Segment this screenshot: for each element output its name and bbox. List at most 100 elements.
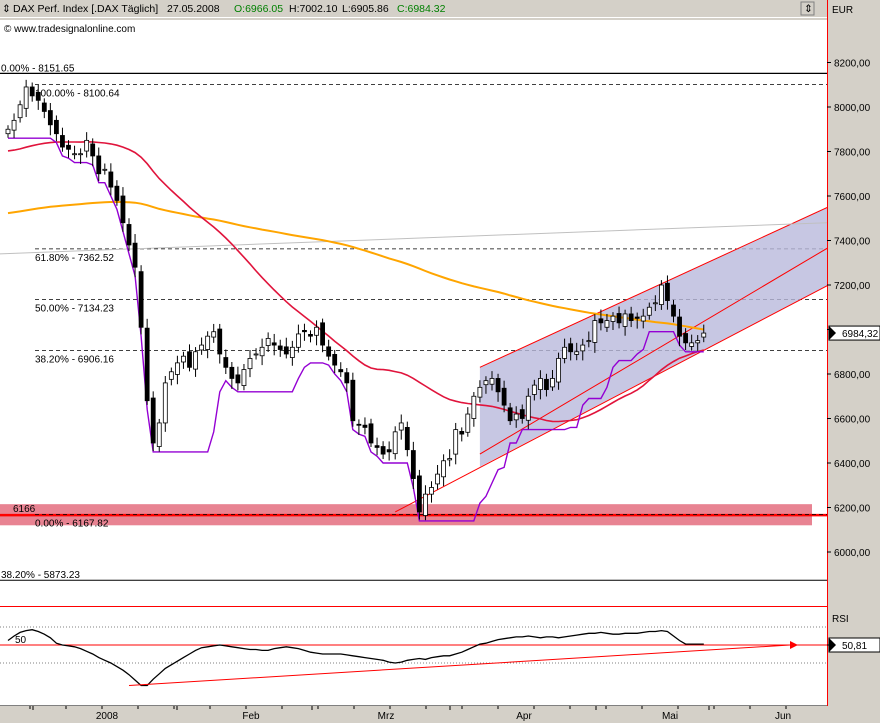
candle[interactable] — [550, 378, 555, 388]
candle[interactable] — [683, 333, 688, 344]
candle[interactable] — [126, 224, 132, 246]
candle[interactable] — [689, 342, 695, 347]
candle[interactable] — [295, 333, 301, 348]
candle[interactable] — [501, 387, 507, 406]
candle[interactable] — [223, 357, 229, 368]
candle[interactable] — [628, 313, 634, 321]
candle[interactable] — [574, 351, 580, 355]
candle[interactable] — [489, 378, 495, 385]
candle[interactable] — [29, 86, 35, 97]
candle[interactable] — [404, 426, 410, 451]
candle[interactable] — [47, 110, 53, 126]
candle[interactable] — [54, 119, 59, 135]
candle[interactable] — [144, 327, 150, 402]
candle[interactable] — [507, 407, 513, 422]
candle[interactable] — [11, 119, 17, 131]
candle[interactable] — [483, 380, 489, 386]
candle[interactable] — [556, 358, 561, 383]
candle[interactable] — [610, 315, 616, 322]
candle[interactable] — [544, 378, 549, 390]
candle[interactable] — [386, 449, 392, 453]
candle[interactable] — [17, 104, 23, 119]
candle[interactable] — [211, 331, 217, 338]
candle[interactable] — [60, 135, 65, 148]
candle[interactable] — [604, 320, 610, 328]
candle[interactable] — [695, 340, 701, 344]
candle[interactable] — [435, 473, 440, 485]
candle[interactable] — [429, 487, 434, 495]
candle[interactable] — [665, 282, 670, 301]
candle[interactable] — [156, 422, 162, 447]
candle[interactable] — [320, 322, 326, 346]
candle[interactable] — [162, 382, 168, 424]
candle[interactable] — [513, 413, 519, 421]
candle[interactable] — [265, 337, 271, 346]
candle[interactable] — [120, 195, 126, 224]
candle[interactable] — [671, 304, 676, 317]
candle[interactable] — [253, 353, 259, 356]
candle[interactable] — [205, 335, 211, 350]
candle[interactable] — [598, 318, 604, 324]
candle[interactable] — [241, 369, 247, 386]
candle[interactable] — [362, 424, 368, 428]
candle[interactable] — [181, 355, 186, 363]
candle[interactable] — [35, 91, 41, 101]
candle[interactable] — [568, 343, 574, 353]
candle[interactable] — [132, 242, 138, 268]
candle[interactable] — [72, 153, 77, 156]
candle[interactable] — [332, 354, 338, 366]
candle[interactable] — [562, 346, 567, 359]
candle[interactable] — [23, 86, 29, 109]
candle[interactable] — [271, 342, 277, 346]
candle[interactable] — [168, 371, 174, 380]
candle[interactable] — [326, 346, 332, 357]
candle[interactable] — [646, 306, 652, 316]
candle[interactable] — [453, 429, 459, 455]
candle[interactable] — [677, 316, 682, 337]
candle[interactable] — [380, 446, 386, 455]
candle[interactable] — [477, 386, 483, 398]
candle[interactable] — [84, 139, 90, 152]
candle[interactable] — [586, 340, 592, 343]
candle[interactable] — [187, 351, 192, 368]
candle[interactable] — [90, 143, 96, 157]
candle[interactable] — [5, 128, 11, 135]
candle[interactable] — [314, 326, 319, 336]
candle[interactable] — [114, 185, 120, 201]
candle[interactable] — [392, 431, 398, 455]
candle[interactable] — [66, 144, 71, 150]
candle[interactable] — [229, 366, 235, 379]
candle[interactable] — [495, 378, 501, 393]
candle[interactable] — [398, 422, 404, 431]
candle[interactable] — [283, 346, 289, 355]
dropdown-icon[interactable]: ⇕ — [2, 3, 11, 15]
candle[interactable] — [580, 344, 586, 352]
collapse-button[interactable] — [800, 1, 815, 16]
candle[interactable] — [416, 475, 422, 513]
candle[interactable] — [592, 320, 598, 343]
candle[interactable] — [174, 362, 180, 375]
candle[interactable] — [410, 450, 416, 479]
candle[interactable] — [108, 171, 114, 188]
candle[interactable] — [622, 313, 628, 327]
candle[interactable] — [259, 346, 265, 357]
candle[interactable] — [193, 351, 198, 370]
candle[interactable] — [344, 372, 350, 384]
candle[interactable] — [701, 332, 707, 338]
candle[interactable] — [308, 333, 313, 337]
candle[interactable] — [199, 344, 205, 351]
candle[interactable] — [465, 413, 471, 433]
candle[interactable] — [423, 493, 428, 516]
candle[interactable] — [640, 315, 646, 322]
candle[interactable] — [289, 346, 295, 358]
candle[interactable] — [538, 378, 543, 390]
candle[interactable] — [616, 313, 622, 324]
candle[interactable] — [217, 328, 223, 355]
candle[interactable] — [531, 384, 537, 395]
candle[interactable] — [350, 379, 356, 422]
candle[interactable] — [374, 445, 380, 448]
candle[interactable] — [519, 409, 525, 419]
candle[interactable] — [277, 345, 283, 350]
candle[interactable] — [447, 458, 453, 461]
